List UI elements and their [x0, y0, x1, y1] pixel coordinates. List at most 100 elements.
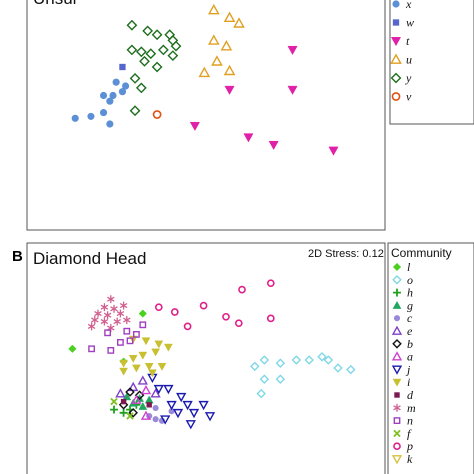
panel-diamond-head-title: Diamond Head: [33, 249, 146, 268]
legend-marker-o: [392, 275, 402, 285]
point-p-2: [199, 301, 208, 310]
point-y-15: [129, 105, 141, 117]
legend-marker-p: [393, 442, 401, 451]
legend-label-l: l: [407, 260, 411, 274]
point-t-3: [189, 121, 200, 132]
point-e-1: [137, 375, 148, 385]
legend-label-c: c: [407, 311, 413, 325]
legend-label-d: d: [407, 388, 414, 402]
legend-label-f: f: [407, 426, 412, 440]
series-t-points: [189, 45, 339, 156]
point-t-6: [328, 146, 339, 156]
legend-label-e: e: [407, 324, 413, 338]
point-l-1: [68, 344, 77, 353]
point-p-0: [154, 303, 163, 312]
legend-label-h: h: [407, 286, 413, 300]
point-h-0: [110, 405, 118, 414]
point-x-3: [106, 97, 114, 105]
point-y-9: [135, 46, 147, 58]
point-o-2: [275, 358, 286, 368]
point-j-7: [204, 412, 216, 422]
point-y-14: [135, 82, 147, 94]
point-j-9: [172, 408, 184, 419]
legend-marker-c: [393, 315, 401, 322]
panel-diamond-head-plot-area: [68, 279, 356, 430]
point-i-12: [119, 367, 128, 376]
point-w-0: [119, 63, 126, 71]
legend-marker-a: [391, 351, 403, 361]
series-n-points: [88, 321, 147, 354]
point-i-9: [144, 362, 154, 371]
series-x-points: [71, 78, 130, 128]
point-j-1: [153, 384, 164, 395]
legend-marker-u: [390, 53, 402, 64]
point-i-11: [148, 369, 157, 378]
point-p-7: [266, 314, 275, 323]
point-y-7: [167, 50, 179, 61]
legend-marker-y: [390, 72, 402, 84]
series-o-points: [250, 352, 356, 399]
series-u-points: [198, 3, 245, 78]
legend-marker-v: [391, 92, 401, 101]
legend-marker-n: [393, 417, 401, 424]
series-j-points: [147, 373, 216, 430]
point-m-0: [107, 295, 115, 304]
point-i-6: [128, 354, 138, 363]
point-t-5: [268, 140, 279, 151]
series-m-points: [87, 295, 131, 332]
legend-marker-i: [392, 378, 402, 387]
point-m-11: [119, 301, 128, 310]
legend-marker-b: [392, 339, 402, 349]
point-j-6: [188, 408, 200, 419]
point-a-1: [131, 394, 142, 404]
point-x-6: [118, 88, 127, 96]
panel-unsur-plot-area: [71, 3, 339, 156]
point-m-5: [94, 309, 102, 318]
point-v-0: [152, 110, 162, 119]
point-g-4: [138, 401, 148, 410]
legend-label-g: g: [407, 298, 413, 312]
legend-label-w: w: [406, 16, 414, 30]
legend-marker-w: [392, 19, 400, 26]
point-y-1: [142, 25, 154, 37]
point-o-11: [256, 388, 266, 399]
panel-unsur-title: Unsur: [33, 0, 79, 8]
legend-marker-h: [393, 288, 401, 297]
legend-marker-m: [393, 403, 401, 412]
point-o-3: [291, 355, 302, 365]
point-m-1: [100, 303, 109, 312]
point-p-4: [266, 279, 275, 288]
point-i-4: [151, 348, 160, 357]
point-u-6: [223, 64, 236, 76]
point-x-5: [109, 91, 117, 100]
legend-label-j: j: [405, 362, 411, 376]
point-n-3: [116, 339, 124, 346]
point-y-6: [158, 44, 169, 56]
series-e-points: [115, 375, 161, 398]
series-v-points: [152, 110, 162, 119]
point-i-8: [132, 364, 141, 373]
legend-label-n: n: [407, 414, 413, 428]
point-b-2: [128, 408, 138, 418]
point-n-5: [88, 345, 96, 353]
point-e-3: [150, 388, 161, 398]
point-n-1: [132, 331, 140, 338]
point-i-10: [157, 362, 167, 371]
legend-marker-t: [390, 37, 402, 47]
point-l-0: [138, 309, 147, 318]
legend-label-v: v: [406, 90, 412, 104]
point-p-8: [183, 322, 192, 331]
point-c-3: [152, 404, 159, 412]
series-i-points: [119, 335, 173, 378]
point-x-9: [106, 120, 114, 128]
point-p-3: [238, 285, 246, 294]
point-i-3: [164, 343, 173, 352]
point-f-0: [126, 412, 134, 420]
point-u-1: [223, 11, 236, 22]
point-m-6: [91, 316, 99, 324]
point-x-0: [71, 114, 79, 122]
legend-label-p: p: [406, 439, 413, 453]
point-m-12: [123, 316, 131, 324]
